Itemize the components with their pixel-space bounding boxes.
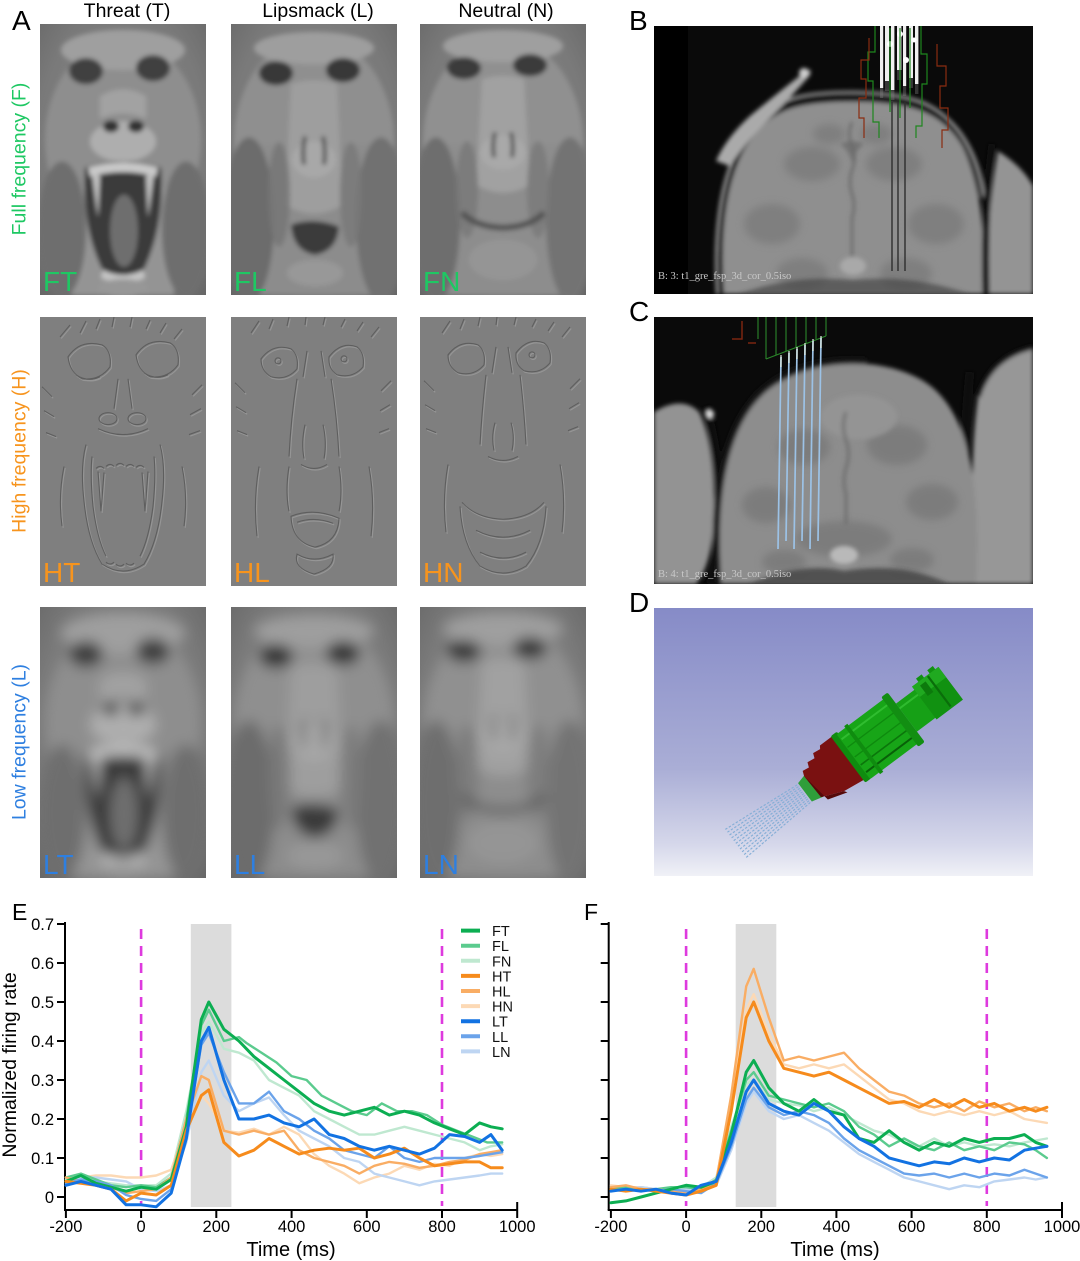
svg-text:0.2: 0.2 <box>31 1111 54 1129</box>
svg-text:0.5: 0.5 <box>31 994 54 1012</box>
svg-text:LT: LT <box>43 849 74 878</box>
svg-text:HT: HT <box>43 557 80 586</box>
svg-text:400: 400 <box>823 1218 851 1236</box>
svg-text:HL: HL <box>492 985 511 1001</box>
svg-text:FN: FN <box>423 266 460 295</box>
svg-text:FT: FT <box>492 924 510 940</box>
svg-text:FL: FL <box>492 939 509 955</box>
svg-text:Time (ms): Time (ms) <box>246 1239 335 1261</box>
svg-text:LL: LL <box>492 1030 508 1046</box>
svg-text:600: 600 <box>353 1218 381 1236</box>
svg-text:0.1: 0.1 <box>31 1150 54 1168</box>
svg-text:-200: -200 <box>594 1218 627 1236</box>
svg-text:0.4: 0.4 <box>31 1033 54 1051</box>
svg-text:800: 800 <box>428 1218 456 1236</box>
svg-text:200: 200 <box>748 1218 776 1236</box>
svg-text:LN: LN <box>423 849 459 878</box>
svg-text:Normalized firing rate: Normalized firing rate <box>0 972 21 1157</box>
svg-text:400: 400 <box>278 1218 306 1236</box>
svg-text:1000: 1000 <box>1044 1218 1080 1236</box>
svg-text:B: 4: t1_gre_fsp_3d_cor_0.5iso: B: 4: t1_gre_fsp_3d_cor_0.5iso <box>658 569 791 580</box>
svg-text:1000: 1000 <box>499 1218 536 1236</box>
svg-text:B: 3: t1_gre_fsp_3d_cor_0.5iso: B: 3: t1_gre_fsp_3d_cor_0.5iso <box>658 271 791 282</box>
svg-text:0.3: 0.3 <box>31 1072 54 1090</box>
svg-text:600: 600 <box>898 1218 926 1236</box>
svg-text:LT: LT <box>492 1015 508 1031</box>
svg-text:FT: FT <box>43 266 77 295</box>
svg-text:0: 0 <box>45 1189 54 1207</box>
svg-text:LL: LL <box>234 849 265 878</box>
svg-text:LN: LN <box>492 1045 511 1061</box>
svg-text:800: 800 <box>973 1218 1001 1236</box>
svg-text:200: 200 <box>203 1218 231 1236</box>
svg-text:0.6: 0.6 <box>31 955 54 973</box>
svg-text:FN: FN <box>492 954 511 970</box>
svg-text:-200: -200 <box>49 1218 82 1236</box>
svg-text:HN: HN <box>423 557 463 586</box>
svg-text:Time (ms): Time (ms) <box>790 1239 879 1261</box>
svg-text:0: 0 <box>137 1218 146 1236</box>
svg-text:HT: HT <box>492 969 511 985</box>
svg-text:0.7: 0.7 <box>31 916 54 934</box>
svg-text:HN: HN <box>492 1000 513 1016</box>
svg-text:0: 0 <box>682 1218 691 1236</box>
svg-text:FL: FL <box>234 266 267 295</box>
svg-text:HL: HL <box>234 557 270 586</box>
